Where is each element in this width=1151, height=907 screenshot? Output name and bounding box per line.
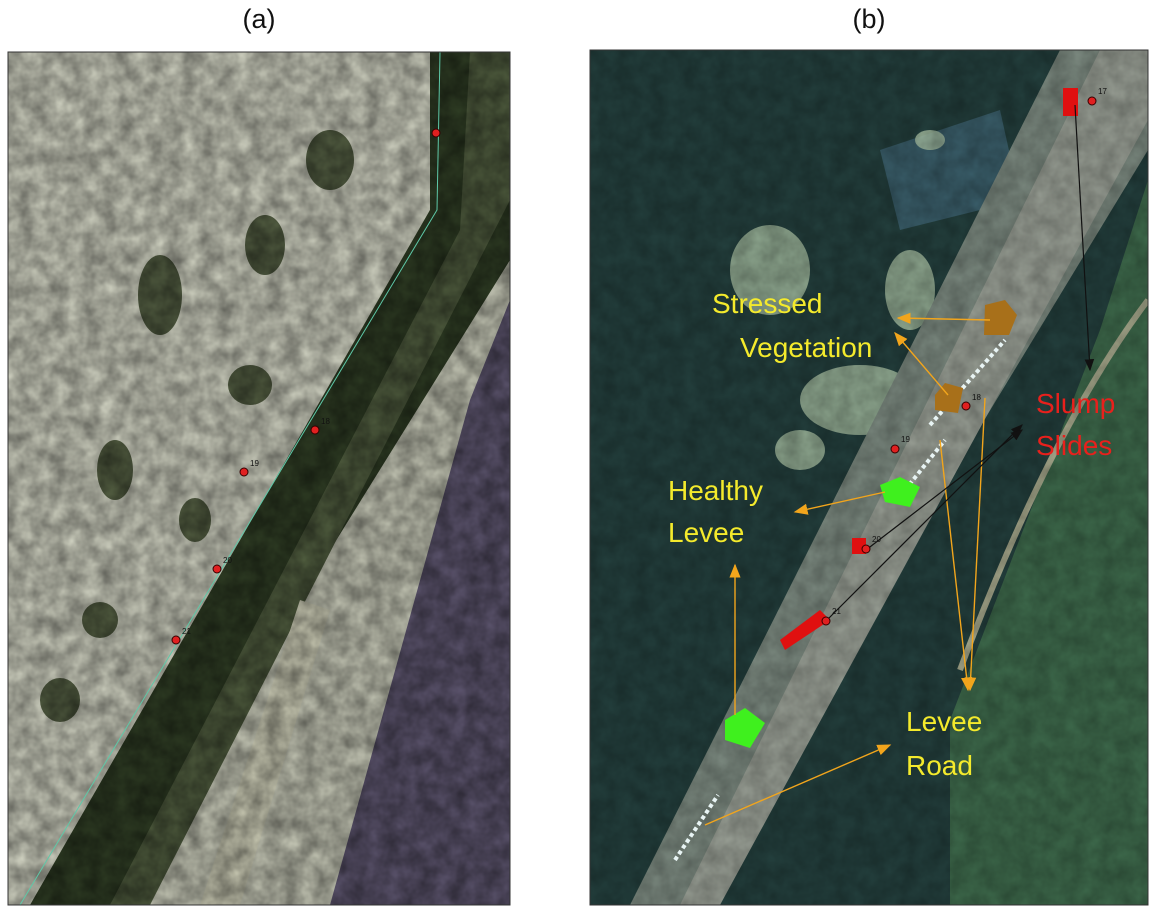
point-label: 20 — [872, 535, 881, 544]
annotation: Road — [906, 750, 973, 781]
point-label: 19 — [250, 459, 259, 468]
figure: (a) (b) 18 19 20 21 — [0, 0, 1151, 907]
annotation: Stressed — [712, 288, 823, 319]
point-label: 19 — [901, 435, 910, 444]
annotation: Levee — [906, 706, 982, 737]
image-b: 17 18 19 20 21 Stressed Vegetation Healt… — [590, 50, 1148, 905]
panel-label: (b) — [853, 4, 886, 34]
point-label: 21 — [182, 627, 191, 636]
annotation: Vegetation — [740, 332, 872, 363]
image-a: 18 19 20 21 — [8, 52, 510, 905]
point-label: 18 — [321, 417, 330, 426]
point-label: 20 — [223, 556, 232, 565]
annotation: Slump — [1036, 388, 1115, 419]
point-label: 21 — [832, 607, 841, 616]
point-label: 17 — [1098, 87, 1107, 96]
panel-label: (a) — [243, 4, 276, 34]
annotation: Slides — [1036, 430, 1112, 461]
point-label: 18 — [972, 393, 981, 402]
annotation: Levee — [668, 517, 744, 548]
annotation: Healthy — [668, 475, 763, 506]
